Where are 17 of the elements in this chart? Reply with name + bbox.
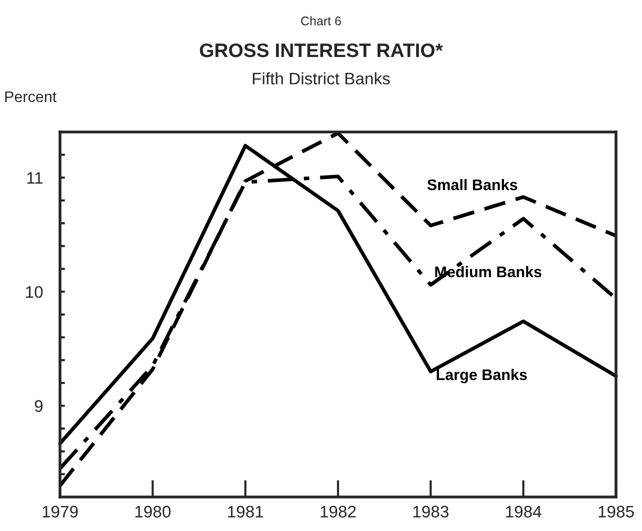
x-tick-label: 1984	[506, 506, 542, 518]
y-tick-label: 11	[27, 172, 43, 184]
y-axis-title: Percent	[5, 91, 57, 102]
y-tick-label: 10	[26, 286, 43, 298]
x-tick-label: 1980	[135, 506, 171, 518]
series-label: Medium Banks	[435, 266, 542, 278]
series-label: Small Banks	[427, 179, 518, 190]
caption: Chart 6	[301, 16, 341, 26]
x-tick-label: 1982	[320, 506, 356, 518]
y-tick-label: 9	[34, 400, 43, 412]
x-tick-label: 1981	[228, 506, 264, 518]
series-label: Large Banks	[436, 368, 527, 384]
x-tick-label: 1985	[598, 506, 634, 518]
chart-subtitle: Fifth District Banks	[252, 72, 390, 84]
x-tick-label: 1983	[413, 506, 448, 518]
chart-title: GROSS INTEREST RATIO*	[200, 43, 443, 58]
x-tick-label: 1979	[42, 506, 78, 518]
